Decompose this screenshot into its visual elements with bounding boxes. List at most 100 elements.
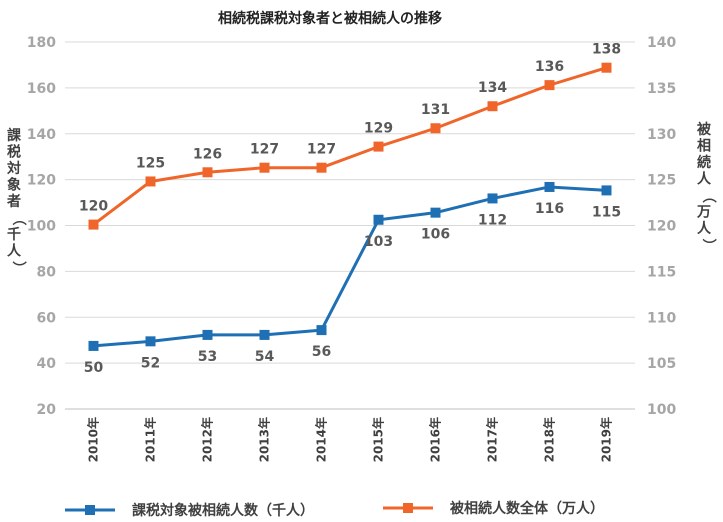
x-tick-label: 2019年 xyxy=(599,417,614,462)
left-tick-label: 180 xyxy=(27,35,56,51)
right-axis-title-char: （ xyxy=(700,189,716,203)
right-tick-label: 130 xyxy=(647,127,676,143)
right-axis-title: 被相続人（万人） xyxy=(696,121,716,253)
data-label-taxable: 50 xyxy=(84,360,104,376)
point-marker-total xyxy=(145,176,156,187)
point-marker-taxable xyxy=(544,181,555,192)
legend-label-taxable: 課税対象被相続人数（千人） xyxy=(132,502,314,519)
point-marker-taxable xyxy=(202,329,213,340)
point-marker-taxable xyxy=(373,214,384,225)
left-tick-label: 20 xyxy=(37,402,57,418)
data-label-total: 138 xyxy=(592,42,621,58)
right-tick-label: 100 xyxy=(647,402,676,418)
data-label-total: 131 xyxy=(421,102,450,118)
left-tick-label: 100 xyxy=(27,219,56,235)
point-marker-total xyxy=(202,167,213,178)
left-tick-label: 120 xyxy=(27,173,56,189)
left-axis-title-char: 人 xyxy=(7,243,22,260)
data-label-total: 134 xyxy=(478,80,507,96)
data-label-total: 126 xyxy=(193,146,222,162)
x-tick-label: 2014年 xyxy=(314,417,329,462)
right-tick-label: 125 xyxy=(647,173,676,189)
right-tick-label: 105 xyxy=(647,356,676,372)
series-lines: 50 52 53 54 56 103 106 112 116 115 120 125 126 127 127… xyxy=(79,42,621,376)
left-axis-title: 課税対象者 （千人） xyxy=(6,127,26,275)
left-axis-title-char: 者 xyxy=(7,194,21,210)
x-axis: 2010年 2011年 2012年 2013年 2014年 2015年 2016年 2017年… xyxy=(65,408,635,462)
x-tick-label: 2016年 xyxy=(428,417,443,462)
right-axis-title-char: 相 xyxy=(697,138,711,155)
point-marker-taxable xyxy=(88,340,99,351)
point-marker-taxable xyxy=(487,193,498,204)
legend-label-total: 被相続人数全体（万人） xyxy=(450,500,604,517)
grid xyxy=(65,41,635,410)
point-marker-total xyxy=(373,141,384,152)
left-axis-title-char: 課 xyxy=(7,127,22,144)
right-axis-title-char: 被 xyxy=(697,121,712,138)
right-tick-label: 140 xyxy=(647,35,676,51)
point-marker-taxable xyxy=(316,325,327,336)
left-axis-title-char: 対 xyxy=(6,160,21,177)
left-axis-title-char: 千 xyxy=(7,226,21,243)
left-axis-title-char: （ xyxy=(10,212,26,226)
point-marker-total xyxy=(259,162,270,173)
data-label-total: 127 xyxy=(307,142,336,158)
left-tick-label: 140 xyxy=(27,127,56,143)
left-tick-label: 160 xyxy=(27,81,56,97)
data-label-total: 125 xyxy=(136,155,165,171)
x-tick-label: 2010年 xyxy=(86,417,101,462)
point-marker-taxable xyxy=(601,185,612,196)
right-axis-title-char: 人 xyxy=(697,171,712,188)
right-axis-title-char: 続 xyxy=(697,154,711,171)
point-marker-total xyxy=(601,62,612,73)
point-marker-total xyxy=(88,219,99,230)
point-marker-taxable xyxy=(145,336,156,347)
left-axis-title-char: 象 xyxy=(7,177,21,194)
right-axis-title-char: ） xyxy=(700,239,716,253)
x-tick-label: 2018年 xyxy=(542,417,557,462)
data-label-taxable: 115 xyxy=(592,204,621,220)
point-marker-total xyxy=(316,162,327,173)
left-tick-label: 40 xyxy=(37,356,57,372)
right-tick-label: 110 xyxy=(647,310,676,326)
chart-title: 相続税課税対象者と被相続人の推移 xyxy=(218,10,442,27)
x-tick-label: 2015年 xyxy=(371,417,386,462)
data-label-taxable: 116 xyxy=(535,201,564,217)
series-line-taxable xyxy=(93,185,607,348)
point-marker-taxable xyxy=(259,329,270,340)
x-tick-label: 2011年 xyxy=(143,417,158,462)
right-axis: 100 105 110 115 120 125 130 135 140 xyxy=(647,35,676,418)
left-tick-label: 80 xyxy=(37,264,57,280)
left-tick-label: 60 xyxy=(37,310,57,326)
x-tick-label: 2017年 xyxy=(485,417,500,462)
right-axis-title-char: 人 xyxy=(697,220,712,237)
data-label-total: 129 xyxy=(364,121,393,137)
data-label-taxable: 52 xyxy=(141,355,160,371)
point-marker-taxable xyxy=(430,207,441,218)
data-label-taxable: 56 xyxy=(312,344,331,360)
data-label-total: 127 xyxy=(250,142,279,158)
data-label-taxable: 103 xyxy=(364,234,393,250)
series-line-total xyxy=(92,66,607,226)
left-axis: 20 40 60 80 100 120 140 160 180 xyxy=(27,35,56,418)
point-marker-total xyxy=(430,123,441,134)
point-marker-total xyxy=(487,101,498,112)
data-label-taxable: 112 xyxy=(478,212,507,228)
data-label-taxable: 53 xyxy=(198,349,217,365)
right-tick-label: 120 xyxy=(647,219,676,235)
left-axis-title-char: ） xyxy=(10,261,26,275)
legend-marker-total xyxy=(403,503,413,513)
data-label-total: 120 xyxy=(79,199,108,215)
left-axis-title-char: 税 xyxy=(7,144,21,161)
data-label-total: 136 xyxy=(535,59,564,75)
x-tick-label: 2013年 xyxy=(257,417,272,462)
point-marker-total xyxy=(544,80,555,91)
right-tick-label: 115 xyxy=(647,264,676,280)
right-axis-title-char: 万 xyxy=(696,205,711,221)
legend: 課税対象被相続人数（千人） 被相続人数全体（万人） xyxy=(65,500,604,519)
x-tick-label: 2012年 xyxy=(200,417,215,462)
data-label-taxable: 54 xyxy=(255,349,275,365)
legend-marker-taxable xyxy=(85,505,95,515)
data-label-taxable: 106 xyxy=(421,227,450,243)
